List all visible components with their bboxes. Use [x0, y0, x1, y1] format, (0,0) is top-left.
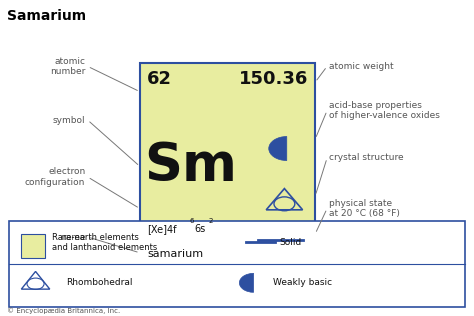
Text: Rhombohedral: Rhombohedral [66, 278, 133, 287]
FancyBboxPatch shape [21, 234, 45, 258]
FancyBboxPatch shape [9, 221, 465, 307]
Text: physical state
at 20 °C (68 °F): physical state at 20 °C (68 °F) [329, 199, 401, 218]
Text: electron
configuration: electron configuration [25, 167, 85, 187]
Text: 2: 2 [209, 218, 213, 224]
Text: atomic weight: atomic weight [329, 62, 394, 71]
Text: 6: 6 [190, 218, 194, 224]
Text: 150.36: 150.36 [239, 70, 308, 88]
Text: samarium: samarium [147, 249, 203, 259]
FancyBboxPatch shape [140, 63, 315, 278]
Text: Rare-earth elements
and lanthanoid elements: Rare-earth elements and lanthanoid eleme… [52, 233, 157, 252]
Text: acid-base properties
of higher-valence oxides: acid-base properties of higher-valence o… [329, 101, 440, 120]
Text: 6s: 6s [194, 224, 206, 234]
Text: Samarium: Samarium [7, 9, 86, 23]
Text: 62: 62 [147, 70, 172, 88]
Wedge shape [269, 137, 287, 161]
Text: crystal structure: crystal structure [329, 154, 404, 162]
Text: Sm: Sm [145, 140, 237, 192]
Text: Weakly basic: Weakly basic [273, 278, 333, 287]
Text: name: name [60, 233, 85, 241]
Wedge shape [239, 273, 254, 292]
Text: [Xe]4f: [Xe]4f [147, 224, 176, 234]
Text: atomic
number: atomic number [50, 57, 85, 76]
Text: symbol: symbol [53, 116, 85, 125]
Text: Solid: Solid [280, 238, 302, 247]
Text: © Encyclopædia Britannica, Inc.: © Encyclopædia Britannica, Inc. [7, 308, 120, 314]
